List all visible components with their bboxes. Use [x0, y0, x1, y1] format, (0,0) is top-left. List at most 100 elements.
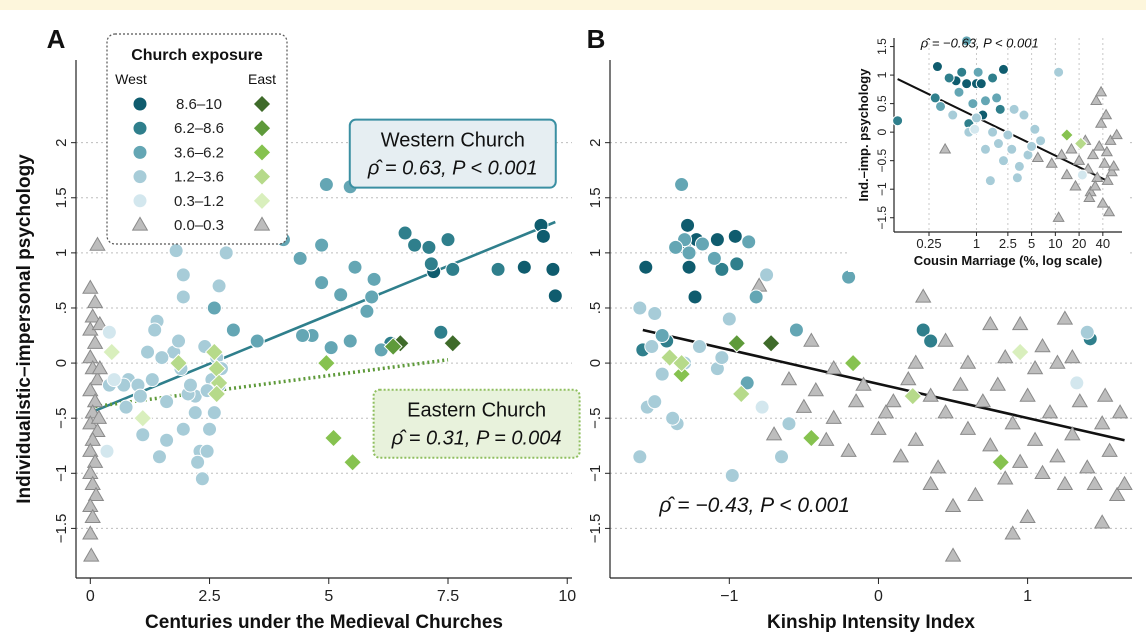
- data-point: [1029, 123, 1041, 135]
- data-point: [490, 261, 506, 277]
- data-point: [780, 371, 798, 386]
- data-point: [168, 243, 184, 259]
- legend-label: 3.6–6.2: [174, 144, 224, 161]
- data-point: [647, 394, 663, 410]
- data-point: [445, 261, 461, 277]
- data-point: [739, 375, 755, 391]
- data-point: [443, 333, 463, 353]
- data-point: [1002, 129, 1014, 141]
- data-point: [140, 344, 156, 360]
- data-point: [194, 471, 210, 487]
- data-point: [944, 547, 962, 562]
- data-point: [1049, 448, 1066, 463]
- data-point: [997, 63, 1009, 75]
- legend-east-marker: [252, 191, 272, 211]
- data-point: [992, 138, 1004, 150]
- data-point: [929, 92, 941, 104]
- data-point: [175, 421, 191, 437]
- data-point: [979, 95, 991, 107]
- data-point: [825, 409, 842, 424]
- data-point: [1011, 453, 1029, 468]
- data-point: [82, 525, 99, 540]
- data-point: [922, 387, 939, 402]
- legend-east-marker: [252, 94, 272, 114]
- data-point: [1105, 165, 1118, 177]
- legend-west-marker: [132, 169, 148, 185]
- data-point: [997, 155, 1009, 167]
- data-point: [383, 337, 403, 357]
- data-point: [748, 289, 764, 305]
- data-point: [1102, 205, 1116, 217]
- data-point: [1031, 151, 1044, 162]
- data-point: [207, 384, 227, 404]
- data-point: [545, 261, 561, 277]
- data-point: [680, 217, 696, 233]
- data-point: [979, 143, 991, 155]
- y-tick-label: 1: [53, 249, 70, 257]
- data-point: [694, 236, 710, 252]
- data-point: [729, 256, 745, 272]
- data-point: [86, 393, 104, 408]
- data-point: [314, 237, 330, 253]
- data-point: [1086, 475, 1103, 490]
- x-tick-label: 7.5: [437, 588, 459, 605]
- x-tick-label: 20: [1072, 236, 1086, 251]
- data-point: [423, 256, 439, 272]
- fit-line: [642, 328, 1125, 442]
- data-point: [433, 324, 449, 340]
- data-point: [1056, 475, 1074, 490]
- data-point: [843, 353, 863, 373]
- data-point: [774, 449, 790, 465]
- data-point: [997, 348, 1014, 364]
- x-tick-label: 1: [973, 236, 980, 251]
- legend-label: 0.3–1.2: [174, 193, 224, 210]
- fit-line: [89, 220, 556, 414]
- data-point: [922, 475, 939, 490]
- y-tick-label: 1.5: [875, 38, 889, 55]
- y-tick-label: −.5: [53, 408, 70, 429]
- y-tick-label: −1: [53, 465, 70, 482]
- data-point: [516, 259, 532, 275]
- data-point: [1011, 315, 1029, 331]
- data-point: [440, 232, 456, 248]
- data-point: [206, 300, 222, 316]
- data-point: [937, 332, 954, 347]
- data-point: [206, 405, 222, 421]
- data-point: [397, 225, 413, 241]
- data-point: [706, 250, 722, 266]
- y-tick-label: 1: [875, 71, 889, 78]
- legend-east-marker: [253, 216, 271, 231]
- data-point: [359, 303, 375, 319]
- data-point: [1004, 525, 1021, 540]
- data-point: [1013, 160, 1025, 172]
- data-point: [249, 333, 265, 349]
- data-point: [855, 376, 872, 391]
- legend: Church exposure West East 8.6–10 6.2–8.6 3.6–…: [106, 33, 288, 245]
- data-point: [295, 328, 311, 344]
- data-point: [1098, 157, 1111, 168]
- legend-east-marker: [252, 167, 272, 187]
- data-point: [84, 475, 101, 490]
- data-point: [969, 123, 981, 135]
- data-point: [82, 382, 99, 397]
- data-point: [984, 175, 996, 187]
- data-point: [1069, 375, 1085, 391]
- data-point: [987, 126, 999, 138]
- legend-label: 8.6–10: [176, 96, 222, 113]
- data-point: [1059, 128, 1074, 142]
- data-point: [82, 464, 99, 479]
- data-point: [1094, 117, 1108, 128]
- y-axis-label: Ind.–imp. psychology: [856, 68, 871, 202]
- data-point: [801, 428, 821, 448]
- data-point: [1052, 211, 1065, 222]
- data-point: [202, 421, 218, 437]
- data-point: [1091, 171, 1104, 182]
- data-point: [754, 399, 770, 415]
- y-tick-label: 0: [53, 359, 70, 367]
- data-point: [1104, 134, 1117, 145]
- data-point: [118, 399, 134, 415]
- data-point: [709, 232, 725, 248]
- legend-east-header: East: [248, 71, 276, 87]
- annotation-title: Eastern Church: [407, 400, 546, 422]
- data-point: [731, 384, 751, 404]
